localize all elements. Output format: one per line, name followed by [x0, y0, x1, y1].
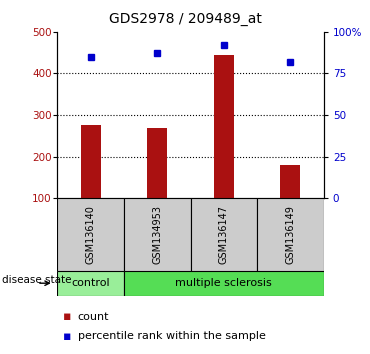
Text: GSM136147: GSM136147: [219, 205, 229, 264]
Text: control: control: [71, 278, 110, 288]
Text: GSM136149: GSM136149: [285, 205, 296, 264]
Text: count: count: [78, 312, 109, 322]
Bar: [191, 198, 257, 271]
Text: disease state: disease state: [2, 275, 71, 285]
Text: GSM134953: GSM134953: [152, 205, 162, 264]
Text: GDS2978 / 209489_at: GDS2978 / 209489_at: [108, 12, 262, 27]
Bar: [124, 271, 324, 296]
Bar: [57, 271, 124, 296]
Text: ▪: ▪: [63, 330, 71, 343]
Text: multiple sclerosis: multiple sclerosis: [175, 278, 272, 288]
Text: GSM136140: GSM136140: [85, 205, 96, 264]
Bar: [81, 125, 101, 198]
Bar: [257, 198, 324, 271]
Bar: [147, 127, 167, 198]
Bar: [280, 165, 300, 198]
Bar: [57, 198, 124, 271]
Text: ▪: ▪: [63, 310, 71, 323]
Bar: [214, 55, 234, 198]
Text: percentile rank within the sample: percentile rank within the sample: [78, 331, 266, 341]
Bar: [124, 198, 191, 271]
